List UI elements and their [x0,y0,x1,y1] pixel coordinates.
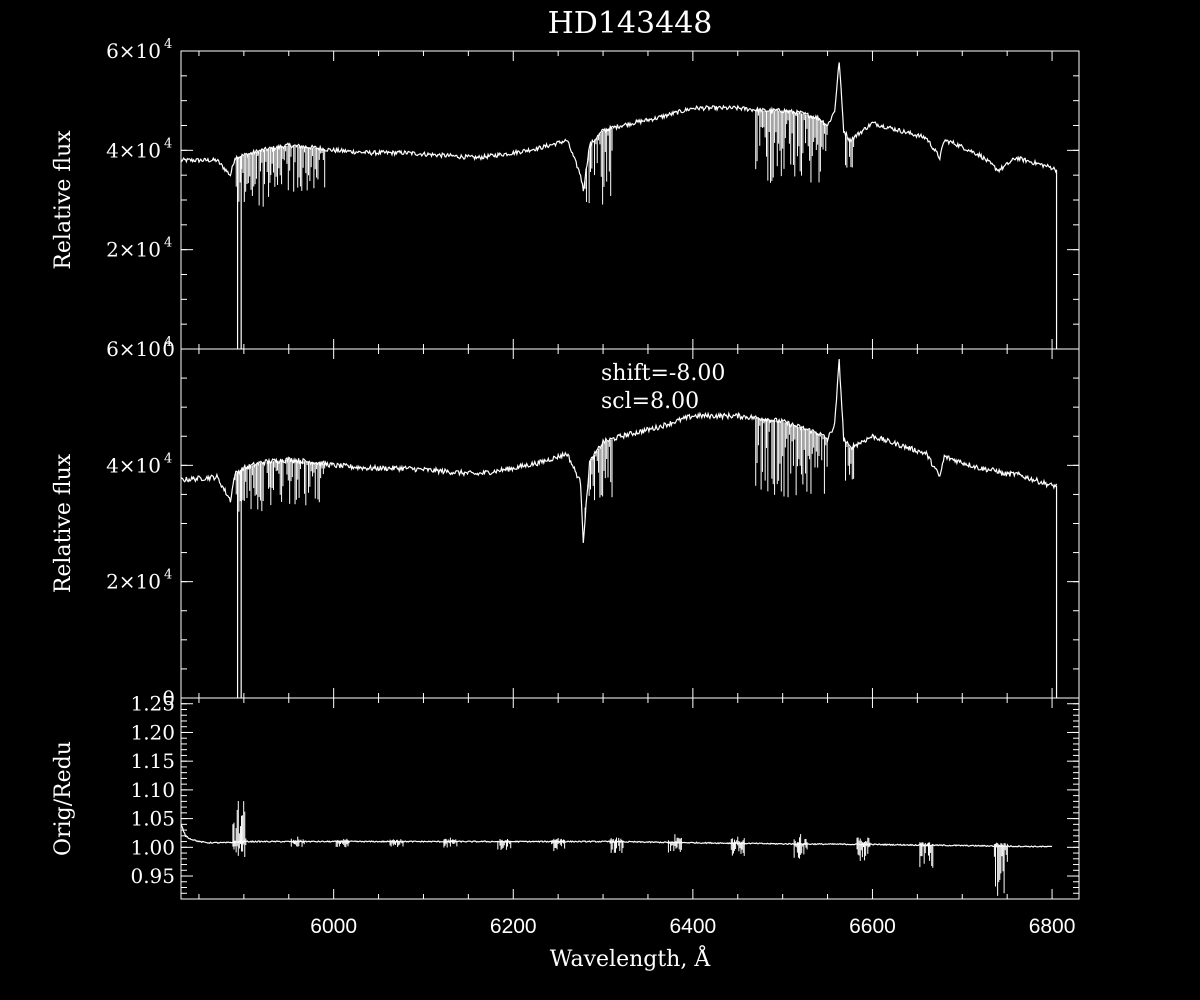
panel-annotation: scl=8.00 [601,389,699,414]
y-tick-exponent: 4 [164,136,172,151]
y-tick-label: 6×10 [106,337,161,361]
y-tick-label: 0.95 [130,864,175,888]
series-middle [181,358,1058,698]
y-tick-label: 2×10 [106,570,161,594]
x-tick-label: 6800 [1029,915,1076,938]
y-tick-label: 1.20 [130,720,175,744]
y-tick-label: 1.05 [130,807,175,831]
y-tick-label: 1.15 [130,749,175,773]
y-tick-exponent: 4 [164,568,172,583]
y-tick-label: 2×10 [106,238,161,262]
x-tick-label: 6600 [849,915,896,938]
y-tick-exponent: 4 [164,451,172,466]
y-tick-label: 1.10 [130,778,175,802]
x-tick-label: 6400 [670,915,717,938]
x-tick-label: 6000 [310,915,357,938]
y-axis-label: Relative flux [51,453,76,593]
y-axis-label: Orig/Redu [51,741,76,856]
y-tick-exponent: 4 [164,335,172,350]
y-tick-label: 1.00 [130,835,175,859]
spectrum-line [181,62,1058,192]
y-tick-label: 1.25 [130,692,175,716]
x-axis-label: Wavelength, Å [550,944,712,972]
y-tick-label: 4×10 [106,453,161,477]
panel-annotation: shift=-8.00 [601,361,725,386]
y-tick-label: 6×10 [106,39,161,63]
series-top [181,62,1058,349]
y-axis-label: Relative flux [51,130,76,270]
series-bottom [181,801,1053,896]
y-tick-label: 0 [162,337,175,361]
x-tick-label: 6200 [490,915,537,938]
y-tick-exponent: 4 [164,37,172,52]
spectrum-line [181,358,1058,543]
panel-bottom: 0.95 1.00 1.05 1.10 1.15 1.20 1.25 Orig/Redu [51,692,1080,900]
y-tick-label: 0 [162,686,175,710]
chart-title: HD143448 [548,6,713,41]
panel-frame [180,697,1080,900]
y-tick-label: 4×10 [106,138,161,162]
y-tick-exponent: 4 [164,236,172,251]
panel-frame [180,50,1080,350]
